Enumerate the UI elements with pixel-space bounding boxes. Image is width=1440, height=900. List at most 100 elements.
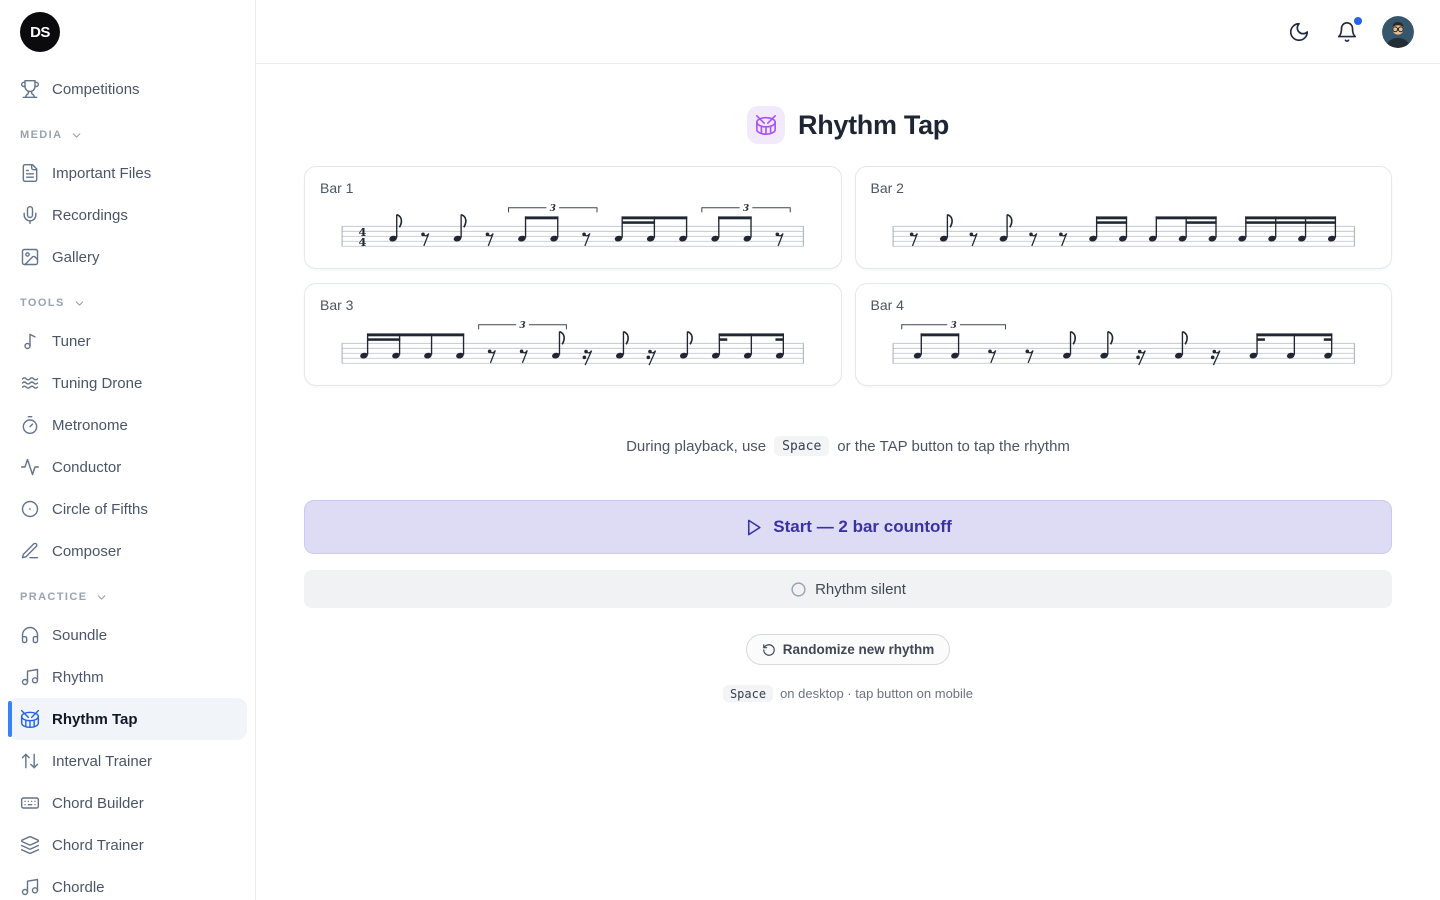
- sidebar-item-label: Competitions: [52, 80, 140, 98]
- sidebar-item-label: Metronome: [52, 416, 128, 434]
- sidebar-item-composer[interactable]: Composer: [8, 530, 247, 572]
- bar-card-bar-2: Bar 2: [854, 166, 1392, 269]
- notifications-button[interactable]: [1334, 16, 1362, 45]
- svg-text:3: 3: [550, 203, 556, 214]
- sidebar-item-important-files[interactable]: Important Files: [8, 152, 247, 194]
- pen-icon: [20, 541, 40, 561]
- footer-hint-text: on desktop · tap button on mobile: [780, 686, 974, 701]
- randomize-label: Randomize new rhythm: [782, 642, 935, 657]
- notation-staff: 3: [341, 320, 804, 366]
- moon-icon: [1288, 21, 1310, 43]
- bar-label: Bar 2: [870, 180, 904, 196]
- bar-label: Bar 1: [320, 180, 354, 196]
- app-logo[interactable]: DS: [20, 12, 60, 52]
- rhythm-silent-label: Rhythm silent: [815, 580, 906, 598]
- sidebar-item-chordle[interactable]: Chordle: [8, 866, 247, 900]
- sidebar-item-label: Important Files: [52, 164, 152, 182]
- nav-section-media[interactable]: MEDIA: [8, 118, 247, 152]
- svg-text:3: 3: [950, 320, 956, 331]
- waves-icon: [20, 373, 40, 393]
- play-icon: [744, 518, 763, 537]
- dark-mode-toggle[interactable]: [1286, 19, 1312, 45]
- sidebar-item-label: Soundle: [52, 626, 108, 644]
- headphones-icon: [20, 625, 40, 645]
- sidebar: DS Competitions MEDIA Important Files Recor…: [0, 0, 256, 900]
- nav-section-label: PRACTICE: [20, 591, 88, 603]
- music-notes-icon: [20, 877, 40, 897]
- notification-dot: [1354, 16, 1362, 25]
- notation-staff: 3: [892, 320, 1355, 366]
- playback-hint: During playback, use Space or the TAP bu…: [304, 436, 1392, 456]
- nav-section-practice[interactable]: PRACTICE: [8, 580, 247, 614]
- sidebar-item-circle-of-fifths[interactable]: Circle of Fifths: [8, 488, 247, 530]
- space-key-chip: Space: [774, 436, 830, 456]
- nav-section-label: MEDIA: [20, 129, 63, 141]
- keyboard-icon: [20, 793, 40, 813]
- sidebar-item-label: Tuner: [52, 332, 91, 350]
- sidebar-item-rhythm-tap[interactable]: Rhythm Tap: [8, 698, 247, 740]
- trophy-icon: [20, 79, 40, 99]
- sidebar-item-rhythm[interactable]: Rhythm: [8, 656, 247, 698]
- drum-icon: [20, 709, 40, 729]
- svg-text:3: 3: [743, 203, 749, 214]
- arrows-up-down-icon: [20, 751, 40, 771]
- sidebar-item-label: Conductor: [52, 458, 122, 476]
- sidebar-item-recordings[interactable]: Recordings: [8, 194, 247, 236]
- sidebar-item-tuner[interactable]: Tuner: [8, 320, 247, 362]
- sidebar-item-conductor[interactable]: Conductor: [8, 446, 247, 488]
- start-button-label: Start — 2 bar countoff: [773, 517, 952, 536]
- bar-card-bar-3: Bar 3 3: [304, 283, 842, 386]
- timer-icon: [20, 415, 40, 435]
- sidebar-item-label: Chord Builder: [52, 794, 144, 812]
- start-button[interactable]: Start — 2 bar countoff: [304, 500, 1392, 554]
- nav-section-tools[interactable]: TOOLS: [8, 286, 247, 320]
- circle-icon: [790, 581, 807, 598]
- sidebar-item-interval-trainer[interactable]: Interval Trainer: [8, 740, 247, 782]
- svg-text:3: 3: [519, 320, 525, 331]
- page-title: Rhythm Tap: [798, 109, 949, 140]
- sidebar-item-label: Interval Trainer: [52, 752, 153, 770]
- bell-icon: [1336, 21, 1358, 43]
- circle-dot-icon: [20, 499, 40, 519]
- chevron-down-icon: [95, 591, 108, 604]
- rotate-ccw-icon: [762, 643, 776, 657]
- rhythm-silent-button[interactable]: Rhythm silent: [304, 570, 1392, 608]
- bar-label: Bar 4: [870, 297, 904, 313]
- svg-text:4: 4: [359, 235, 367, 249]
- hint-text-before: During playback, use: [626, 437, 767, 455]
- sidebar-item-chord-builder[interactable]: Chord Builder: [8, 782, 247, 824]
- bar-label: Bar 3: [320, 297, 354, 313]
- sidebar-item-soundle[interactable]: Soundle: [8, 614, 247, 656]
- sidebar-item-label: Recordings: [52, 206, 128, 224]
- layers-icon: [20, 835, 40, 855]
- main-area: Rhythm Tap Bar 1 4 4 3 3 Bar 2 Bar 3 3 Bar 4 3 Du…: [256, 0, 1440, 900]
- nav-section-label: TOOLS: [20, 297, 65, 309]
- note-icon: [20, 331, 40, 351]
- sidebar-item-competitions[interactable]: Competitions: [8, 68, 247, 110]
- sidebar-item-label: Composer: [52, 542, 122, 560]
- image-icon: [20, 247, 40, 267]
- hint-text-after: or the TAP button to tap the rhythm: [837, 437, 1070, 455]
- sidebar-item-label: Tuning Drone: [52, 374, 143, 392]
- sidebar-item-label: Chord Trainer: [52, 836, 144, 854]
- file-text-icon: [20, 163, 40, 183]
- mic-icon: [20, 205, 40, 225]
- sidebar-item-label: Rhythm Tap: [52, 710, 138, 728]
- activity-icon: [20, 457, 40, 477]
- sidebar-item-metronome[interactable]: Metronome: [8, 404, 247, 446]
- sidebar-item-chord-trainer[interactable]: Chord Trainer: [8, 824, 247, 866]
- svg-text:4: 4: [359, 225, 367, 239]
- sidebar-item-label: Chordle: [52, 878, 105, 896]
- topbar: [256, 0, 1440, 64]
- sidebar-item-tuning-drone[interactable]: Tuning Drone: [8, 362, 247, 404]
- bar-card-bar-4: Bar 4 3: [854, 283, 1392, 386]
- avatar[interactable]: [1382, 15, 1414, 48]
- footer-hint: Space on desktop · tap button on mobile: [304, 685, 1392, 702]
- content: Rhythm Tap Bar 1 4 4 3 3 Bar 2 Bar 3 3 Bar 4 3 Du…: [304, 64, 1392, 702]
- sidebar-item-gallery[interactable]: Gallery: [8, 236, 247, 278]
- chevron-down-icon: [70, 129, 83, 142]
- randomize-button[interactable]: Randomize new rhythm: [745, 634, 951, 665]
- sidebar-item-label: Gallery: [52, 248, 100, 266]
- music-notes-icon: [20, 667, 40, 687]
